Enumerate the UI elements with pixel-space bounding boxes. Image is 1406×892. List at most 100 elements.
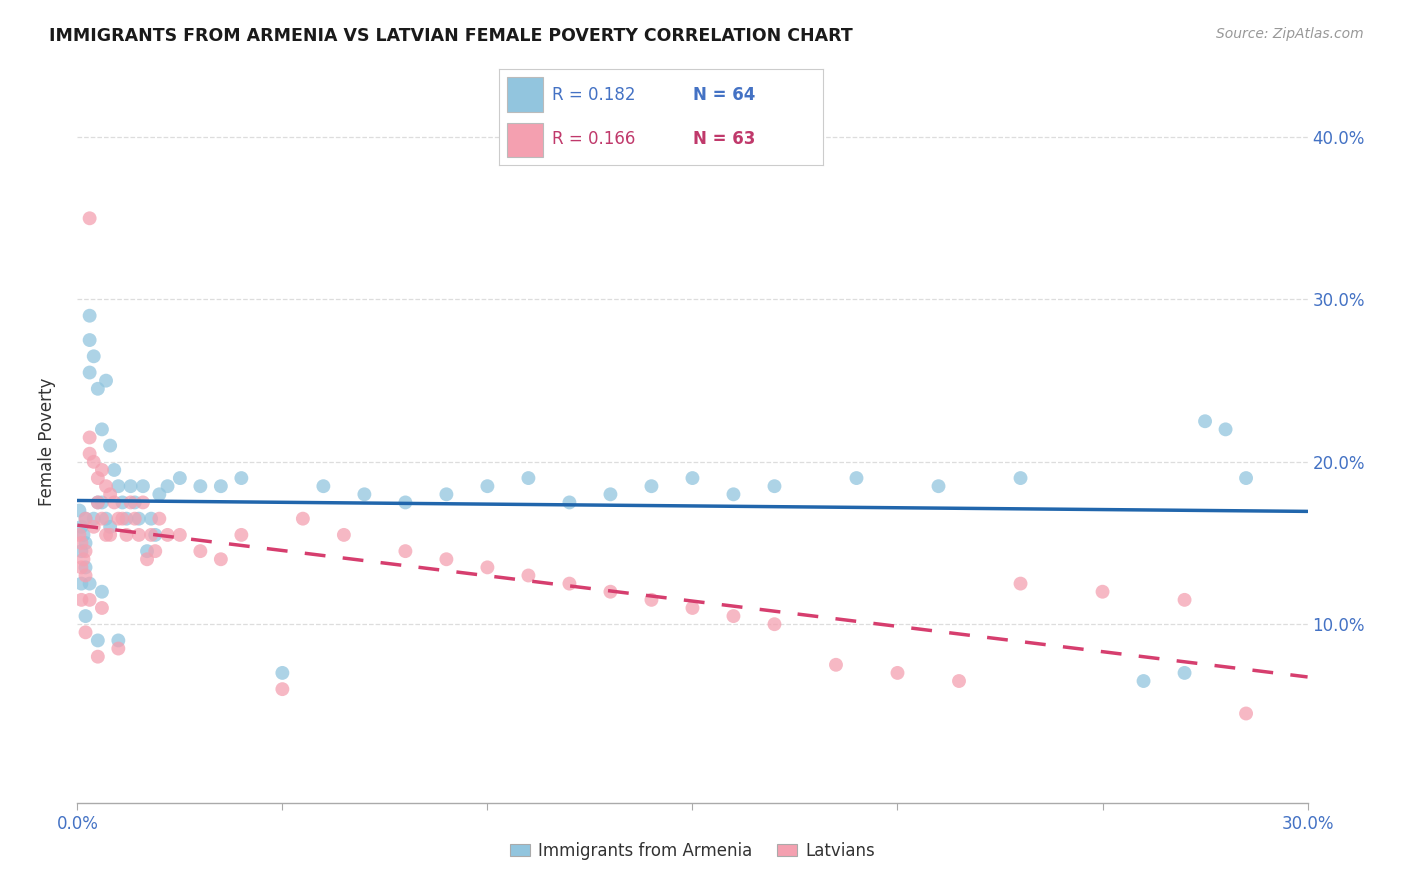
Point [79, 333, 101, 347]
Point [75, 511, 97, 525]
Point [107, 641, 129, 656]
Text: R = 0.166: R = 0.166 [553, 130, 636, 148]
Point [70, 544, 93, 558]
Point [107, 511, 129, 525]
Point [1234, 706, 1257, 721]
Point [79, 211, 101, 226]
Point [188, 544, 212, 558]
Point [169, 528, 191, 542]
Legend: Immigrants from Armenia, Latvians: Immigrants from Armenia, Latvians [503, 836, 882, 867]
Text: N = 64: N = 64 [693, 86, 755, 103]
Point [107, 633, 129, 648]
Point [886, 665, 908, 680]
Point [98, 487, 121, 501]
Point [79, 430, 101, 444]
Point [169, 471, 191, 485]
Point [79, 592, 101, 607]
Point [1174, 592, 1197, 607]
Point [75, 536, 97, 550]
Point [825, 657, 848, 672]
Point [79, 366, 101, 380]
Point [94, 528, 117, 542]
Point [1174, 665, 1197, 680]
Point [90, 495, 114, 509]
Point [67, 528, 90, 542]
Point [79, 447, 101, 461]
Point [640, 592, 662, 607]
Point [94, 479, 117, 493]
Point [115, 511, 138, 525]
Point [640, 479, 662, 493]
Point [98, 439, 121, 453]
Point [271, 665, 294, 680]
Point [271, 682, 294, 697]
Point [90, 463, 114, 477]
Point [948, 673, 970, 688]
Y-axis label: Female Poverty: Female Poverty [38, 377, 56, 506]
Point [70, 520, 93, 534]
Point [75, 568, 97, 582]
Point [1091, 584, 1114, 599]
Point [94, 511, 117, 525]
Point [87, 649, 110, 664]
Point [353, 487, 375, 501]
Point [517, 471, 540, 485]
Point [141, 528, 163, 542]
Point [1132, 673, 1154, 688]
Point [70, 592, 93, 607]
Point [558, 495, 581, 509]
Point [79, 309, 101, 323]
Point [83, 349, 105, 363]
Point [128, 528, 150, 542]
Point [682, 601, 704, 615]
Point [148, 487, 170, 501]
Point [111, 495, 134, 509]
Point [75, 544, 97, 558]
Point [209, 479, 232, 493]
Point [291, 511, 314, 525]
Point [70, 560, 93, 574]
Point [928, 479, 950, 493]
Point [103, 495, 125, 509]
Point [72, 552, 94, 566]
Point [83, 520, 105, 534]
Point [70, 576, 93, 591]
Point [136, 544, 159, 558]
Point [188, 479, 212, 493]
Point [682, 471, 704, 485]
Point [90, 601, 114, 615]
Point [75, 560, 97, 574]
Text: IMMIGRANTS FROM ARMENIA VS LATVIAN FEMALE POVERTY CORRELATION CHART: IMMIGRANTS FROM ARMENIA VS LATVIAN FEMAL… [49, 27, 853, 45]
Text: N = 63: N = 63 [693, 130, 755, 148]
Point [128, 511, 150, 525]
Point [87, 471, 110, 485]
Text: R = 0.182: R = 0.182 [553, 86, 636, 103]
Point [599, 487, 621, 501]
Point [723, 609, 745, 624]
Point [333, 528, 356, 542]
Point [517, 568, 540, 582]
Point [156, 528, 179, 542]
Point [143, 528, 166, 542]
Point [141, 511, 163, 525]
Point [394, 544, 416, 558]
Point [124, 511, 146, 525]
Point [136, 552, 159, 566]
Point [763, 617, 786, 632]
Point [723, 487, 745, 501]
Point [845, 471, 868, 485]
Point [98, 528, 121, 542]
Point [87, 633, 110, 648]
Point [1234, 471, 1257, 485]
Point [90, 422, 114, 436]
Point [75, 609, 97, 624]
Point [75, 511, 97, 525]
Point [72, 528, 94, 542]
Point [90, 584, 114, 599]
Point [1194, 414, 1216, 428]
Point [231, 471, 253, 485]
Point [87, 495, 110, 509]
Point [1215, 422, 1237, 436]
Point [120, 479, 142, 493]
Point [209, 552, 232, 566]
